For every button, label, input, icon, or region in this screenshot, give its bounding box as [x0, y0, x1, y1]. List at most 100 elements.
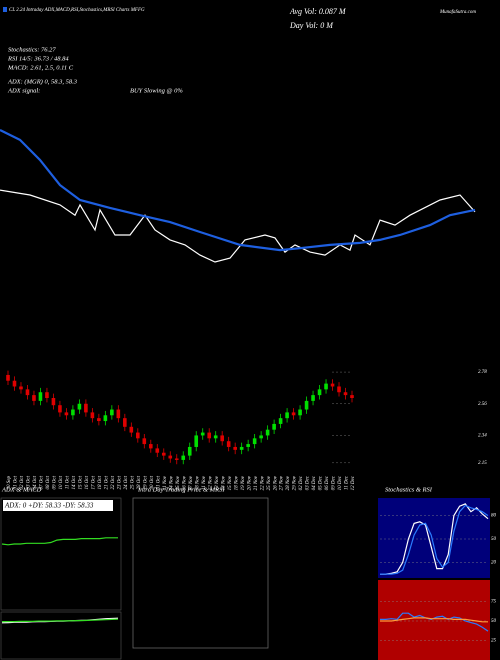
- panel-frame: [0, 611, 122, 660]
- x-tick-label: 18 Oct: [98, 475, 103, 489]
- candle-body: [278, 418, 283, 424]
- x-tick-label: 04 Nov: [169, 475, 174, 490]
- series-line: [1, 537, 118, 546]
- candle-body: [12, 380, 17, 387]
- candle-body: [38, 392, 43, 401]
- candle-body: [64, 412, 69, 416]
- signal: BUY Slowing @ 0%: [130, 87, 183, 94]
- candle-body: [148, 444, 153, 449]
- x-tick-label: 06 Nov: [182, 475, 187, 490]
- candle-body: [90, 412, 95, 419]
- candle-body: [51, 398, 56, 406]
- candle-body: [25, 389, 30, 396]
- candle-body: [174, 458, 179, 460]
- x-tick-label: 30 Sep: [7, 476, 12, 490]
- x-tick-label: 24 Oct: [124, 475, 129, 489]
- x-tick-label: 28 Nov: [286, 475, 291, 490]
- adx: ADX: (MGR) 0, 58.3, 58.3: [7, 78, 78, 85]
- x-tick-label: 08 Oct: [46, 475, 51, 489]
- y-tick-label: 2.56: [478, 402, 487, 407]
- x-tick-label: 01 Nov: [163, 475, 168, 490]
- panel-title: Stochastics & RSI: [385, 486, 433, 493]
- x-tick-label: 19 Nov: [241, 475, 246, 490]
- candle-body: [233, 446, 237, 450]
- x-tick-label: 11 Oct: [66, 475, 71, 489]
- x-tick-label: 06 Dec: [325, 475, 330, 490]
- y-tick-label: 50: [491, 537, 497, 542]
- candle-body: [103, 415, 108, 422]
- x-tick-label: 20 Nov: [247, 475, 252, 490]
- candle-body: [71, 409, 75, 416]
- x-tick-label: 03 Dec: [306, 475, 311, 490]
- x-tick-label: 11 Nov: [202, 475, 207, 490]
- x-tick-label: 09 Oct: [53, 475, 58, 489]
- candle-body: [194, 435, 199, 447]
- candle-body: [343, 392, 348, 396]
- avg-vol: Avg Vol: 0.087 M: [289, 7, 347, 16]
- x-tick-label: 18 Nov: [234, 475, 239, 490]
- intraday-frame: [132, 497, 269, 649]
- candle-body: [187, 446, 192, 456]
- y-tick-label: 2.15: [478, 461, 487, 466]
- y-tick-label: 2.78: [478, 370, 487, 375]
- candle-body: [213, 435, 218, 439]
- panel-frame: [0, 497, 122, 611]
- candle-body: [226, 441, 231, 447]
- x-tick-label: 17 Oct: [92, 475, 97, 489]
- site: MunafaSutra.com: [439, 10, 476, 15]
- candle-body: [324, 383, 328, 390]
- x-tick-label: 29 Nov: [293, 475, 298, 490]
- candle-body: [19, 386, 23, 390]
- y-tick-label: 2.34: [478, 434, 487, 439]
- x-tick-label: 29 Oct: [143, 475, 148, 489]
- candle-body: [350, 395, 354, 398]
- macd: MACD: 2.61, 2.5, 0.11 C: [7, 64, 74, 71]
- series-line: [380, 504, 489, 575]
- series-line: [0, 189, 476, 263]
- legend-swatch: [3, 7, 7, 12]
- candle-body: [84, 403, 88, 413]
- x-tick-label: 25 Oct: [130, 475, 135, 489]
- candle-body: [45, 392, 49, 398]
- x-tick-label: 25 Nov: [267, 475, 272, 490]
- candle-body: [207, 432, 212, 439]
- candle-body: [311, 395, 315, 401]
- candle-body: [168, 455, 173, 459]
- candle-body: [220, 435, 224, 442]
- x-tick-label: 15 Oct: [79, 475, 84, 489]
- x-tick-label: 11 Dec: [345, 475, 350, 490]
- candle-body: [285, 412, 289, 419]
- candle-body: [136, 432, 140, 439]
- x-tick-label: 22 Oct: [111, 475, 116, 489]
- panel-title: ADX & MACD: [1, 486, 42, 493]
- candle-body: [116, 409, 121, 419]
- x-tick-label: 15 Nov: [228, 475, 233, 490]
- x-tick-label: 08 Nov: [195, 475, 200, 490]
- candle-body: [337, 386, 341, 393]
- adx-signal: ADX signal:: [7, 87, 40, 94]
- y-tick-label: 50: [491, 619, 497, 624]
- candle-body: [272, 423, 276, 430]
- x-tick-label: 16 Oct: [85, 475, 90, 489]
- series-line: [2, 618, 119, 623]
- x-tick-label: 31 Oct: [156, 475, 161, 489]
- x-tick-label: 05 Nov: [176, 475, 181, 490]
- candle-body: [123, 418, 127, 427]
- adx-values: ADX: 0 +DY: 58.33 -DY: 58.33: [4, 502, 94, 510]
- x-tick-label: 02 Oct: [20, 475, 25, 489]
- candle-body: [239, 446, 244, 450]
- x-tick-label: 04 Dec: [312, 475, 317, 490]
- series-line: [380, 503, 489, 575]
- candle-body: [142, 438, 147, 445]
- x-tick-label: 12 Dec: [351, 475, 356, 490]
- x-tick-label: 02 Dec: [299, 475, 304, 490]
- candle-body: [58, 405, 62, 413]
- label-box: [3, 500, 113, 511]
- candle-body: [246, 444, 250, 447]
- candle-body: [304, 400, 309, 410]
- candle-body: [265, 429, 270, 436]
- candle-body: [97, 418, 101, 422]
- candle-body: [298, 409, 302, 416]
- stochastics: Stochastics: 76.27: [8, 46, 56, 53]
